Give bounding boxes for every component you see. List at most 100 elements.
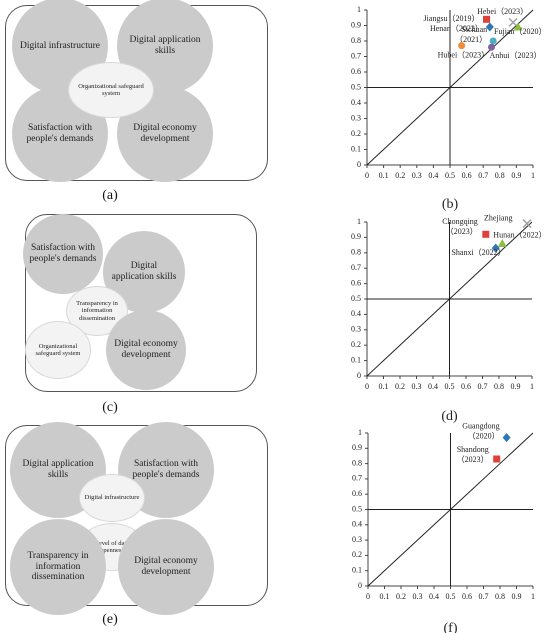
diagram-node: Organizational safeguard system [68,62,154,118]
y-tick-label: 1 [358,428,362,437]
point-label: Henan（2022） [430,24,483,33]
x-tick-label: 0 [365,171,369,180]
x-tick-label: 0.8 [494,382,504,391]
y-tick-label: 0.7 [351,51,361,60]
y-tick-label: 0.2 [352,550,362,559]
x-tick-label: 0.7 [478,171,488,180]
y-tick-label: 0.6 [351,278,361,287]
x-tick-label: 0.3 [412,171,422,180]
x-tick-label: 0.6 [462,171,472,180]
x-tick-label: 0.4 [428,382,438,391]
point [488,43,495,51]
y-tick-label: 0.4 [351,309,361,318]
y-tick-label: 0.1 [352,566,362,575]
diagram-node: Satisfaction with people's demands [12,86,108,182]
diagram-node: Digital economy development [118,519,214,615]
y-tick-label: 0.8 [351,36,361,45]
y-tick-label: 0.1 [351,144,361,153]
x-tick-label: 0.1 [380,592,390,601]
y-tick-label: 0.9 [352,443,362,452]
y-tick-label: 0.8 [351,248,361,257]
panel-caption: (a) [102,188,118,203]
x-tick-label: 1 [531,171,535,180]
y-tick-label: 1 [357,5,361,14]
y-tick-label: 0.7 [352,474,362,483]
point [458,42,466,50]
x-tick-label: 0.3 [412,382,422,391]
x-tick-label: 1 [530,382,534,391]
point-label: Anhui（2023） [490,51,542,60]
x-tick-label: 0.2 [396,592,406,601]
point-label: Guangdong [462,421,499,430]
panel-caption: (d) [441,409,458,424]
point [483,15,491,23]
x-tick-label: 0.3 [413,592,423,601]
panel-caption: (e) [102,612,118,627]
point-label: Chongqing [442,217,478,226]
y-tick-label: 0.8 [352,458,362,467]
x-tick-label: 0.1 [379,382,389,391]
y-tick-label: 0.3 [351,113,361,122]
x-tick-label: 1 [531,592,535,601]
point [485,22,494,32]
y-tick-label: 0.7 [351,263,361,272]
diagonal-line [366,9,534,166]
x-tick-label: 0.2 [395,171,405,180]
point-label: Shandong [457,445,489,454]
diagram-node: Organizational safeguard system [25,321,91,379]
point [513,22,523,31]
x-tick-label: 0.6 [461,382,471,391]
y-tick-label: 0.9 [351,20,361,29]
y-tick-label: 0.6 [351,67,361,76]
x-tick-label: 0.4 [428,171,438,180]
point-label: Shanxi（2022） [451,248,505,257]
point-label: （2021） [455,35,487,44]
x-tick-label: 0 [365,382,369,391]
y-tick-label: 0.2 [351,129,361,138]
point [502,433,511,443]
panel-caption: (f) [444,621,458,633]
diagram-node: Digital economy development [106,310,186,390]
x-tick-label: 0.9 [512,592,522,601]
point [508,17,518,27]
y-tick-label: 0.1 [351,355,361,364]
x-tick-label: 0.5 [445,171,455,180]
x-tick-label: 0.7 [479,592,489,601]
point-label: Fujian（2020） [494,27,546,36]
point-label: Zhejiang [484,213,512,222]
y-tick-label: 1 [357,217,361,226]
y-tick-label: 0.5 [351,82,361,91]
y-tick-label: 0 [357,371,361,380]
y-tick-label: 0.4 [352,520,362,529]
x-tick-label: 0.9 [511,382,521,391]
diagram-node: Digital infrastructure [79,474,145,522]
y-tick-label: 0.3 [351,325,361,334]
point-label: （2023） [457,455,489,464]
panel-caption: (b) [442,197,459,212]
x-tick-label: 0.5 [445,382,455,391]
y-tick-label: 0.5 [352,504,362,513]
x-tick-label: 0.1 [379,171,389,180]
x-tick-label: 0 [366,592,370,601]
y-tick-label: 0.3 [352,535,362,544]
x-tick-label: 0.9 [511,171,521,180]
point [497,239,507,248]
point [522,219,532,229]
y-tick-label: 0.2 [351,340,361,349]
x-tick-label: 0.8 [495,171,505,180]
point [493,455,501,463]
x-tick-label: 0.2 [395,382,405,391]
point [482,230,490,238]
point-label: Jiangsu（2019） [424,14,480,23]
point [489,37,497,45]
x-tick-label: 0.4 [429,592,439,601]
panel-caption: (c) [102,400,118,415]
y-tick-label: 0 [357,160,361,169]
x-tick-label: 0.7 [478,382,488,391]
diagonal-line [367,432,534,587]
point-label: （2023） [446,227,478,236]
x-tick-label: 0.5 [446,592,456,601]
y-tick-label: 0.4 [351,98,361,107]
x-tick-label: 0.8 [495,592,505,601]
